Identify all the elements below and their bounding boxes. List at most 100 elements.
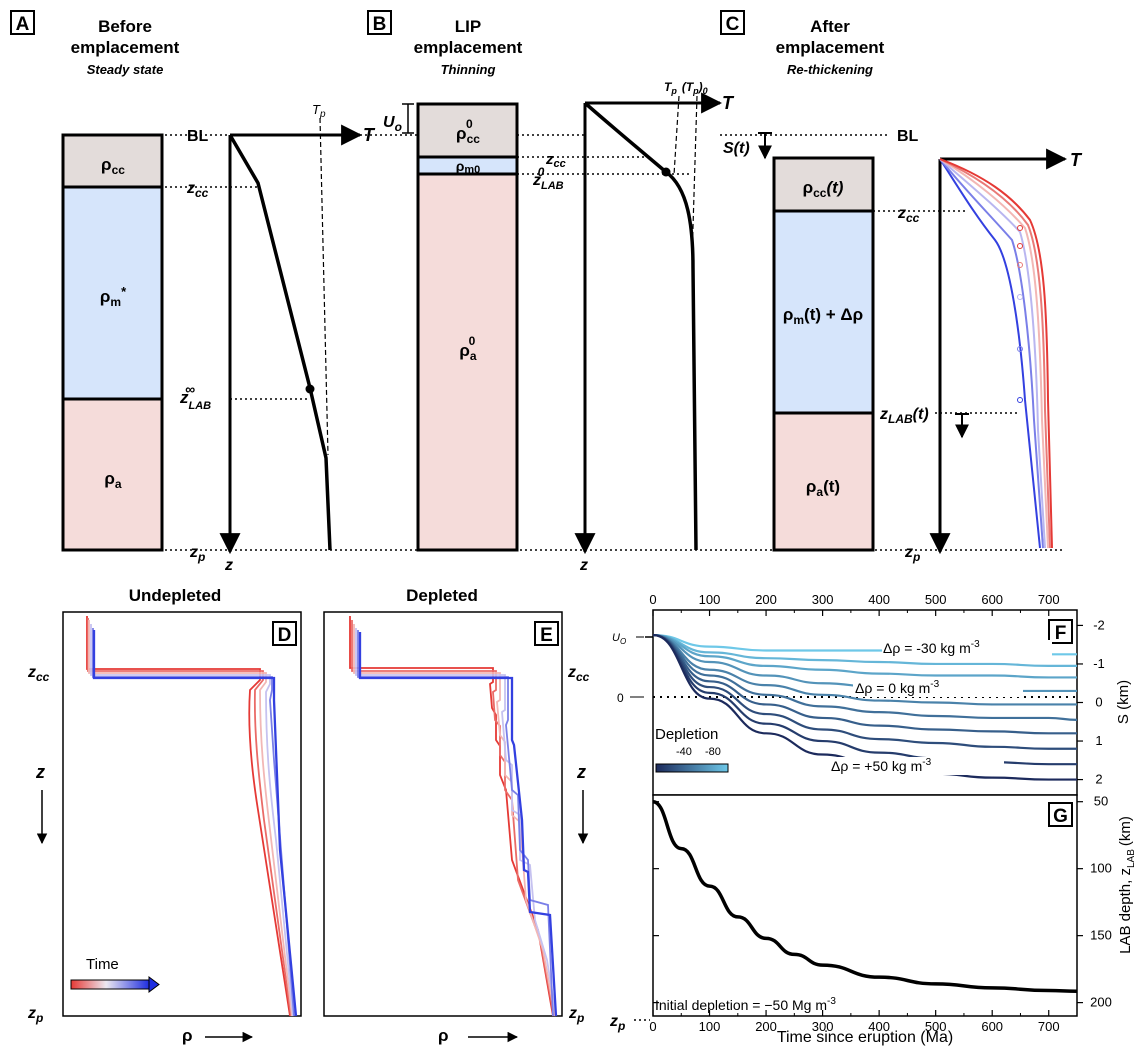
panel-e-title: Depleted bbox=[406, 586, 478, 605]
top-axis-tick-label: 500 bbox=[925, 592, 947, 607]
panel-a-rho-cc: ρcc bbox=[101, 155, 125, 177]
panel-d-rho-label: ρ bbox=[182, 1026, 193, 1045]
subsidence-series-line bbox=[652, 633, 1077, 667]
panel-c-geotherm-4 bbox=[939, 158, 1049, 549]
panel-d-zcc-label: zcc bbox=[27, 664, 50, 684]
panel-b-z-label: z bbox=[579, 557, 588, 574]
panel-c-lab-marker bbox=[1017, 346, 1023, 352]
panel-e-z-label: z bbox=[576, 762, 586, 782]
panel-d-time-arrowhead bbox=[148, 976, 160, 993]
panel-g-bottom-axis: 0 100 200 300 400 500 600 700 bbox=[649, 1010, 1060, 1034]
panel-b-rho-cc: ρcc0 bbox=[456, 117, 480, 146]
g-right-tick-label: 150 bbox=[1090, 928, 1112, 943]
panel-f-label-top: Δρ = -30 kg m-3 bbox=[883, 639, 980, 656]
panel-c-lab-marker bbox=[1017, 225, 1023, 231]
panel-c-lab-marker bbox=[1017, 294, 1023, 300]
top-axis-tick-label: 300 bbox=[812, 592, 834, 607]
panel-b-letter-box bbox=[367, 10, 392, 35]
panel-e-zcc-label: zcc bbox=[567, 664, 590, 684]
bottom-axis-tick-label: 600 bbox=[981, 1019, 1003, 1034]
f-right-tick-label: -2 bbox=[1093, 617, 1105, 632]
panel-c-lab-marker bbox=[1017, 262, 1023, 268]
panel-b-t-label: T bbox=[722, 93, 735, 113]
panel-a-z-label: z bbox=[224, 557, 233, 574]
panel-g-letter-box bbox=[1048, 802, 1073, 827]
f-right-tick-label: -1 bbox=[1093, 656, 1105, 671]
panel-a-mantle-layer bbox=[61, 185, 164, 401]
panel-g-annotation: Initial depletion = −50 Mg m-3 bbox=[655, 996, 836, 1013]
panel-c-title-line2: emplacement bbox=[776, 38, 885, 57]
lab-depth-line bbox=[652, 799, 1078, 993]
bottom-axis-tick-label: 700 bbox=[1038, 1019, 1060, 1034]
top-axis-tick-label: 100 bbox=[699, 592, 721, 607]
panel-d-title: Undepleted bbox=[129, 586, 222, 605]
panel-c-crust-layer bbox=[772, 156, 875, 213]
panel-b-letter: B bbox=[373, 14, 387, 35]
panel-c-letter-box bbox=[720, 10, 745, 35]
panel-e-zp-label: zp bbox=[568, 1005, 584, 1025]
panel-f-letter-box bbox=[1048, 619, 1073, 644]
panel-c-lab-marker bbox=[1017, 243, 1023, 249]
x-axis-label: Time since eruption (Ma) bbox=[777, 1029, 953, 1046]
panel-g-y-label: LAB depth, zLAB(km) bbox=[1117, 816, 1135, 954]
subsidence-series-line bbox=[652, 633, 1077, 735]
panel-b-zlab-label: zLAB0 bbox=[532, 165, 564, 192]
panel-c-lab-marker bbox=[1017, 397, 1023, 403]
panel-c-subtitle: Re-thickening bbox=[787, 62, 873, 77]
panel-c-rho-cc: ρcc(t) bbox=[803, 178, 844, 200]
panel-a-zp-label: zp bbox=[189, 544, 205, 564]
panel-a: A Before emplacement Steady state ρcc ρm… bbox=[10, 10, 376, 574]
subsidence-series-line bbox=[652, 633, 1077, 706]
panel-a-bl-label: BL bbox=[187, 128, 209, 145]
panel-f-label-bot: Δρ = +50 kg m-3 bbox=[831, 757, 932, 774]
panel-d-z-label: z bbox=[35, 762, 45, 782]
subsidence-series-line bbox=[652, 633, 1078, 721]
panel-a-title-line1: Before bbox=[98, 17, 152, 36]
panel-e-letter: E bbox=[540, 625, 553, 646]
panel-a-rho-m: ρm* bbox=[100, 284, 127, 309]
panel-c-zlab-label: zLAB(t) bbox=[879, 406, 929, 426]
f-right-tick-label: 0 bbox=[1095, 695, 1102, 710]
f-right-tick-label: 1 bbox=[1095, 733, 1102, 748]
panel-c-zp-label: zp bbox=[904, 544, 920, 564]
panel-e: Depleted E zcc z zp ρ bbox=[323, 586, 590, 1045]
panel-b-lab-dot bbox=[661, 167, 671, 177]
panel-g-series bbox=[652, 799, 1078, 993]
panel-c-asthenosphere-layer bbox=[772, 411, 875, 552]
panel-a-crust-layer bbox=[61, 133, 164, 189]
panel-b-crust-layer bbox=[416, 102, 519, 159]
subsidence-series-line bbox=[652, 633, 1077, 679]
panel-c-geotherm-1 bbox=[939, 158, 1041, 549]
panel-b-geotherm bbox=[583, 101, 698, 551]
panel-a-asthenosphere-layer bbox=[61, 397, 164, 552]
panel-c-letter: C bbox=[726, 14, 740, 35]
panel-d-time-label: Time bbox=[86, 956, 119, 973]
panel-f-label-top-bg bbox=[882, 640, 1052, 658]
panel-b-tp-dashed bbox=[673, 95, 680, 176]
panel-d-time-bar bbox=[70, 979, 150, 990]
bottom-axis-tick-label: 100 bbox=[699, 1019, 721, 1034]
panel-g-letter: G bbox=[1053, 806, 1068, 827]
panel-f-label-mid-bg bbox=[853, 679, 1023, 697]
panel-c-zcc-label: zcc bbox=[897, 205, 920, 225]
panel-b-title-line1: LIP bbox=[455, 17, 481, 36]
panel-f-right-axis: -2 -1 0 1 2 bbox=[1077, 617, 1105, 787]
panel-g-right-axis: 50 100 150 200 bbox=[1077, 794, 1112, 1010]
panel-a-subtitle: Steady state bbox=[87, 62, 164, 77]
panel-b: B LIP emplacement Thinning ρcc0 ρm0 ρa0 … bbox=[360, 10, 735, 574]
subsidence-series-line bbox=[652, 633, 1077, 750]
panel-d-zp-label: zp bbox=[27, 1005, 43, 1025]
panel-g-zp-label: zp bbox=[609, 1013, 625, 1033]
subsidence-series-line bbox=[652, 633, 1077, 766]
top-axis-tick-label: 600 bbox=[981, 592, 1003, 607]
panel-e-density-profiles bbox=[349, 616, 558, 1017]
panel-b-uo-label: Uo bbox=[383, 114, 402, 134]
panel-d: Undepleted D zcc z zp ρ Time bbox=[27, 586, 302, 1045]
panel-g-frame bbox=[652, 794, 1078, 1017]
panel-f-depletion-title: Depletion bbox=[655, 726, 718, 743]
panel-e-rho-label: ρ bbox=[438, 1026, 449, 1045]
panel-a-letter: A bbox=[16, 14, 30, 35]
panel-f-depletion-tick-2: -80 bbox=[705, 746, 721, 758]
